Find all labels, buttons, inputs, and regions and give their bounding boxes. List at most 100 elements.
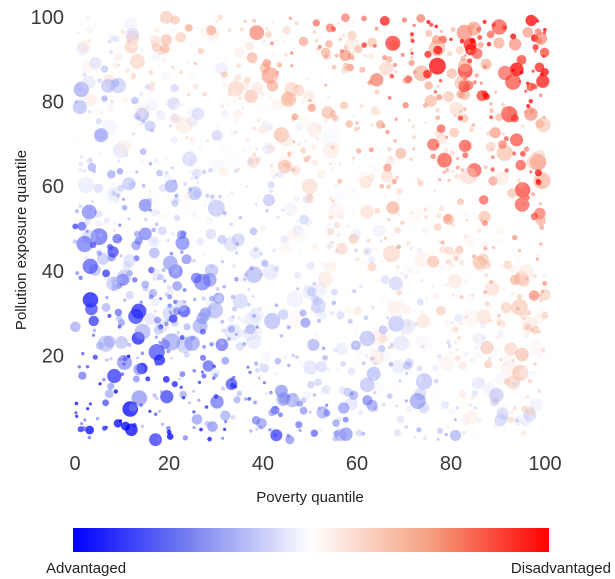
- data-point: [161, 267, 166, 273]
- data-point: [368, 147, 374, 153]
- data-point: [179, 385, 183, 389]
- data-point: [246, 302, 251, 307]
- data-point: [320, 262, 329, 270]
- data-point: [484, 281, 500, 296]
- data-point: [132, 100, 136, 104]
- data-point: [398, 261, 402, 266]
- data-point: [181, 254, 192, 265]
- data-point: [459, 414, 470, 426]
- data-point: [186, 116, 198, 127]
- data-point: [227, 118, 231, 123]
- data-point: [496, 321, 501, 326]
- data-point: [317, 271, 334, 287]
- data-point: [443, 91, 455, 103]
- data-point: [106, 134, 121, 149]
- data-point: [321, 346, 326, 351]
- data-point: [533, 362, 537, 366]
- data-point: [296, 141, 302, 147]
- x-axis-ticks: 0 20 40 60 80 100: [69, 453, 561, 475]
- data-point: [505, 301, 509, 305]
- data-point: [170, 166, 175, 170]
- data-point: [460, 55, 466, 62]
- x-tick-label: 40: [252, 453, 274, 475]
- data-point: [213, 373, 218, 378]
- data-point: [163, 333, 181, 351]
- data-point: [253, 247, 259, 252]
- data-point: [163, 45, 170, 52]
- data-point: [282, 26, 291, 35]
- data-point: [107, 170, 116, 179]
- data-point: [122, 356, 128, 362]
- data-point: [292, 140, 296, 144]
- data-point: [180, 230, 187, 237]
- data-point: [372, 376, 376, 380]
- data-point: [462, 152, 469, 159]
- data-point: [85, 229, 89, 233]
- data-point: [481, 336, 486, 341]
- data-point: [268, 409, 276, 417]
- data-point: [423, 208, 428, 212]
- data-point: [387, 239, 391, 243]
- data-point: [298, 36, 309, 47]
- data-point: [412, 435, 416, 439]
- data-point: [88, 157, 93, 162]
- data-point: [290, 144, 295, 148]
- data-point: [280, 91, 297, 107]
- data-point: [148, 409, 152, 413]
- data-point: [367, 238, 371, 242]
- data-point: [102, 269, 110, 278]
- data-point: [373, 392, 377, 396]
- data-point: [77, 88, 81, 92]
- data-point: [160, 34, 172, 46]
- data-point: [300, 147, 306, 153]
- data-point: [363, 53, 368, 58]
- data-point: [258, 168, 262, 172]
- data-point: [387, 217, 391, 221]
- data-point: [142, 285, 149, 292]
- data-point: [370, 123, 374, 127]
- data-point: [515, 159, 526, 171]
- data-point: [106, 276, 122, 292]
- data-point: [103, 335, 116, 348]
- data-point: [78, 371, 87, 380]
- data-point: [519, 396, 526, 403]
- data-point: [292, 393, 297, 397]
- data-point: [117, 324, 122, 329]
- data-point: [433, 378, 439, 384]
- data-point: [539, 242, 543, 246]
- data-point: [364, 144, 368, 148]
- data-point: [116, 63, 121, 67]
- data-point: [88, 295, 99, 306]
- data-point: [274, 303, 279, 307]
- data-point: [106, 104, 115, 113]
- data-point: [416, 247, 423, 254]
- data-point: [341, 33, 346, 38]
- data-point: [526, 104, 531, 108]
- data-point: [447, 274, 463, 289]
- data-point: [449, 37, 453, 41]
- data-point: [124, 39, 139, 54]
- data-point: [380, 334, 384, 338]
- data-point: [367, 37, 377, 48]
- data-point: [229, 222, 233, 226]
- data-point: [453, 340, 458, 345]
- data-point: [390, 155, 402, 168]
- data-point: [494, 349, 498, 353]
- data-point: [202, 252, 206, 256]
- x-tick-label: 20: [158, 453, 180, 475]
- data-point: [427, 138, 440, 151]
- data-point: [153, 158, 159, 164]
- data-point: [234, 118, 239, 123]
- data-point: [124, 97, 128, 101]
- y-tick-label: 80: [42, 92, 64, 114]
- data-point: [523, 146, 530, 152]
- data-point: [507, 416, 515, 424]
- data-point: [367, 164, 377, 174]
- data-point: [229, 90, 239, 101]
- x-tick-label: 60: [346, 453, 368, 475]
- data-point: [386, 184, 391, 190]
- data-point: [478, 265, 483, 270]
- data-point: [245, 184, 249, 189]
- data-point: [96, 417, 100, 421]
- data-point: [203, 190, 212, 198]
